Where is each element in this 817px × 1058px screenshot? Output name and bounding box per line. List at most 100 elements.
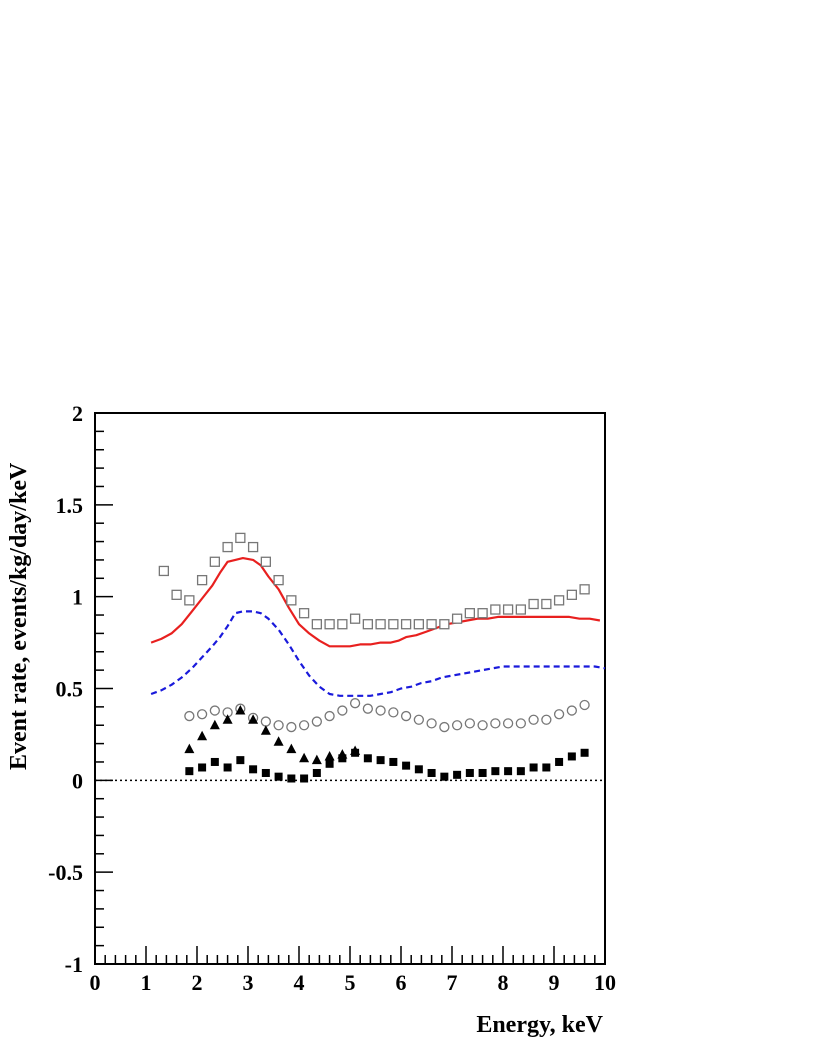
x-tick-label: 8 bbox=[498, 970, 509, 995]
tick-labels: 0 1 2 3 4 5 6 7 8 9 10 -1 -0.5 0 0.5 1 1.5 2 bbox=[48, 401, 616, 995]
point-open-circle bbox=[426, 718, 437, 729]
series-line-solid bbox=[150, 556, 601, 648]
x-tick-label: 6 bbox=[396, 970, 407, 995]
point-open-circle bbox=[413, 714, 425, 725]
point-open-circle bbox=[209, 705, 221, 716]
point-filled-square bbox=[580, 748, 589, 757]
point-filled-square bbox=[312, 768, 321, 777]
point-open-circle bbox=[260, 716, 272, 727]
point-filled-square bbox=[236, 756, 245, 765]
point-open-circle bbox=[502, 718, 514, 729]
y-tick-label: 0 bbox=[72, 768, 83, 793]
point-open-square bbox=[566, 589, 577, 600]
point-filled-square bbox=[478, 768, 487, 777]
point-open-square bbox=[388, 619, 399, 630]
y-tick-label: 1.5 bbox=[56, 493, 84, 518]
point-filled-square bbox=[338, 754, 347, 763]
point-filled-square bbox=[249, 765, 258, 774]
point-filled-square bbox=[427, 768, 436, 777]
x-tick-label: 4 bbox=[294, 970, 305, 995]
point-open-square bbox=[196, 574, 208, 586]
point-open-square bbox=[451, 613, 463, 624]
series-line-dashed bbox=[150, 610, 606, 697]
point-open-square bbox=[286, 595, 297, 606]
point-filled-square bbox=[198, 763, 207, 772]
y-axis-title: Event rate, events/kg/day/keV bbox=[6, 462, 32, 770]
y-tick-label: -1 bbox=[65, 952, 83, 977]
point-filled-triangle bbox=[184, 743, 195, 754]
point-open-square bbox=[426, 619, 437, 630]
point-open-square bbox=[222, 541, 233, 553]
point-filled-triangle bbox=[286, 743, 297, 754]
x-axis-title: Energy, keV bbox=[476, 1012, 603, 1038]
point-filled-triangle bbox=[197, 730, 208, 741]
point-open-circle bbox=[388, 707, 399, 718]
point-filled-square bbox=[465, 768, 474, 777]
x-tick-label: 5 bbox=[345, 970, 356, 995]
point-open-circle bbox=[324, 710, 335, 722]
point-filled-square bbox=[504, 767, 513, 776]
point-open-circle bbox=[477, 720, 488, 731]
point-open-circle bbox=[464, 718, 476, 729]
point-open-circle bbox=[400, 710, 412, 722]
point-open-square bbox=[273, 574, 284, 586]
y-tick-label: -0.5 bbox=[48, 860, 83, 885]
point-filled-square bbox=[363, 754, 372, 763]
x-tick-label: 3 bbox=[243, 970, 254, 995]
point-open-square bbox=[400, 619, 412, 630]
point-filled-square bbox=[223, 763, 232, 772]
point-open-circle bbox=[451, 720, 463, 731]
point-open-square bbox=[579, 584, 590, 595]
point-filled-square bbox=[453, 770, 462, 779]
point-open-square bbox=[515, 604, 526, 615]
point-filled-square bbox=[529, 763, 538, 772]
point-filled-triangle bbox=[299, 752, 310, 763]
y-tick-label: 0.5 bbox=[56, 677, 84, 702]
point-open-circle bbox=[566, 705, 577, 716]
point-filled-triangle bbox=[324, 750, 335, 761]
point-filled-square bbox=[261, 768, 270, 777]
point-filled-square bbox=[300, 774, 309, 783]
point-open-square bbox=[235, 532, 246, 544]
point-filled-triangle bbox=[311, 754, 322, 765]
x-tick-label: 10 bbox=[594, 970, 616, 995]
x-tick-label: 9 bbox=[549, 970, 560, 995]
point-open-circle bbox=[515, 718, 526, 729]
point-filled-square bbox=[542, 763, 551, 772]
x-tick-label: 1 bbox=[141, 970, 152, 995]
point-open-circle bbox=[184, 710, 195, 722]
point-open-square bbox=[375, 619, 386, 630]
x-tick-label: 7 bbox=[447, 970, 458, 995]
point-filled-square bbox=[185, 767, 194, 776]
point-open-square bbox=[324, 619, 335, 630]
point-open-circle bbox=[490, 718, 501, 729]
point-filled-square bbox=[555, 757, 564, 766]
point-open-circle bbox=[286, 721, 297, 733]
point-open-square bbox=[528, 598, 539, 610]
point-open-circle bbox=[579, 699, 590, 711]
point-filled-square bbox=[325, 759, 334, 768]
point-filled-square bbox=[274, 772, 283, 781]
point-filled-square bbox=[440, 772, 449, 781]
point-open-square bbox=[502, 604, 514, 615]
point-filled-square bbox=[351, 748, 360, 757]
point-open-square bbox=[541, 598, 552, 610]
point-filled-triangle bbox=[260, 725, 271, 735]
point-open-square bbox=[413, 619, 425, 630]
point-open-circle bbox=[196, 709, 208, 720]
point-open-circle bbox=[337, 705, 348, 716]
point-filled-square bbox=[376, 756, 385, 765]
point-open-circle bbox=[362, 703, 374, 714]
point-filled-square bbox=[210, 757, 219, 766]
point-open-square bbox=[158, 565, 170, 577]
point-open-circle bbox=[528, 714, 539, 725]
point-open-circle bbox=[349, 698, 361, 709]
y-tick-label: 2 bbox=[72, 401, 83, 426]
point-open-square bbox=[337, 619, 348, 630]
point-open-square bbox=[247, 541, 259, 553]
point-open-square bbox=[439, 619, 450, 630]
point-filled-triangle bbox=[248, 714, 259, 724]
point-open-square bbox=[171, 589, 182, 600]
x-tick-label: 0 bbox=[90, 970, 101, 995]
